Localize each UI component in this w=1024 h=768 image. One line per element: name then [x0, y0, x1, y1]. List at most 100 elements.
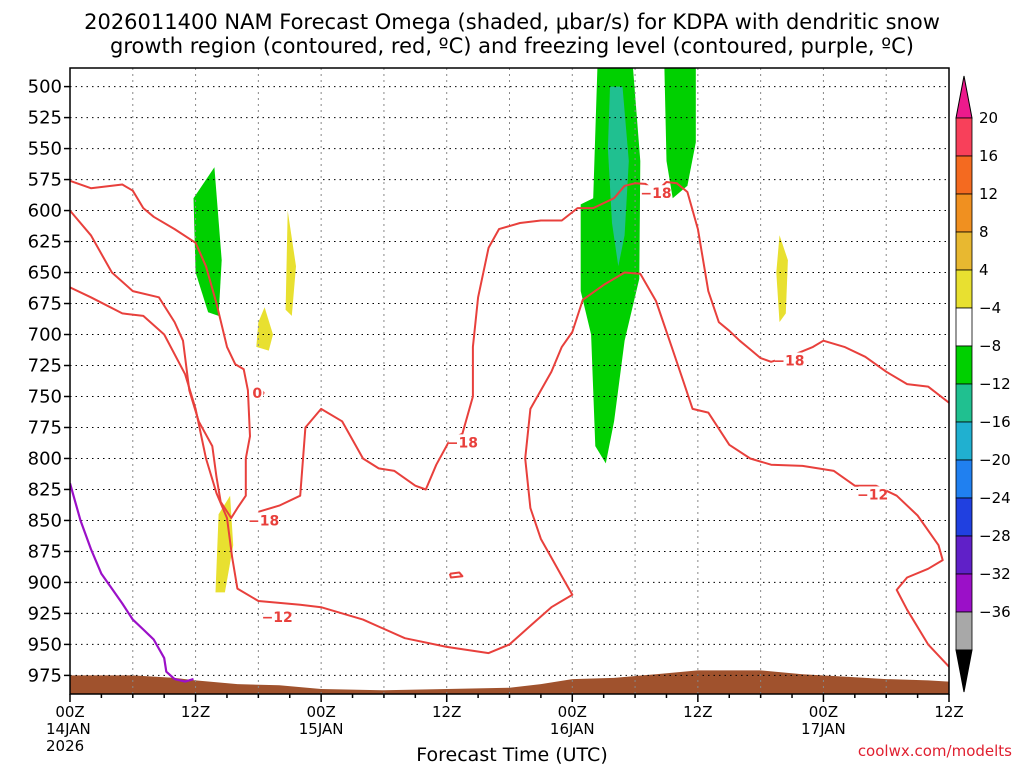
- contour-label-bg: [858, 486, 887, 502]
- contour-label: −18: [773, 354, 804, 370]
- colorbar-segment: [955, 345, 973, 385]
- y-axis-pressure: 500 525 550 575 600 625 650 675 700 725 750 775 800 8…: [28, 77, 70, 686]
- colorbar-segment: [955, 383, 973, 423]
- site-credit: coolwx.com/modelts: [857, 742, 1012, 760]
- contour-label-bg: [448, 434, 477, 450]
- colorbar-segment: [955, 155, 973, 195]
- y-tick-label: 500: [28, 77, 62, 98]
- contour-label: −18: [248, 513, 279, 529]
- y-tick-label: 850: [28, 510, 62, 531]
- contour-label-bg: [263, 609, 292, 625]
- omega-region: [285, 210, 296, 316]
- y-tick-label: 900: [28, 572, 62, 593]
- y-tick-label: 700: [28, 325, 62, 346]
- y-tick-label: 800: [28, 448, 62, 469]
- colorbar-label: −4: [979, 299, 1001, 317]
- colorbar-label: 8: [979, 223, 989, 241]
- colorbar-top-arrow: [955, 75, 973, 119]
- colorbar-label: 20: [979, 109, 998, 127]
- freezing-level-contour: [70, 483, 194, 683]
- omega-region: [215, 495, 234, 593]
- colorbar: 20 16 12 8 4 −4 −8 −12 −16 −20 −24 −28 −32 −36: [955, 75, 1011, 693]
- contour-label-bg: [249, 512, 278, 528]
- colorbar-label: −12: [979, 375, 1011, 393]
- colorbar-label: −28: [979, 527, 1011, 545]
- x-tick-label: 00Z: [306, 703, 335, 721]
- colorbar-segment: [955, 421, 973, 461]
- omega-shading: [193, 68, 788, 593]
- omega-region: [256, 307, 273, 351]
- dgz-contour-line: [70, 179, 251, 519]
- x-tick-label: 12Z: [683, 703, 712, 721]
- x-tick-label: 14JAN: [46, 720, 91, 738]
- x-tick-label: 17JAN: [801, 720, 846, 738]
- contour-label: −18: [447, 435, 478, 451]
- omega-region: [607, 86, 629, 267]
- colorbar-label: −8: [979, 337, 1001, 355]
- y-tick-label: 675: [28, 294, 62, 315]
- colorbar-label: 4: [979, 261, 989, 279]
- plot-area: −18 −18 −18 −18 −12 −12 0: [69, 67, 950, 695]
- colorbar-label: 12: [979, 185, 998, 203]
- colorbar-bottom-arrow: [955, 649, 973, 693]
- colorbar-segment: [955, 269, 973, 309]
- colorbar-segment: [955, 307, 973, 347]
- x-tick-label: 2026: [46, 737, 84, 755]
- y-tick-label: 525: [28, 108, 62, 129]
- y-tick-label: 875: [28, 541, 62, 562]
- colorbar-segment: [955, 573, 973, 613]
- chart-title-line-1: 2026011400 NAM Forecast Omega (shaded, μ…: [84, 10, 940, 34]
- x-tick-label: 00Z: [55, 703, 84, 721]
- contour-label: −12: [857, 487, 888, 503]
- colorbar-segment: [955, 117, 973, 157]
- contour-label-bg: [251, 384, 264, 400]
- dgz-contour-line: [448, 571, 464, 579]
- terrain-fill: [70, 670, 949, 694]
- x-tick-label: 16JAN: [550, 720, 595, 738]
- omega-region: [664, 68, 696, 199]
- freezing-level-line: [70, 483, 194, 683]
- colorbar-label: −20: [979, 451, 1011, 469]
- y-tick-label: 600: [28, 201, 62, 222]
- x-tick-label: 00Z: [809, 703, 838, 721]
- y-tick-label: 925: [28, 603, 62, 624]
- x-tick-label: 15JAN: [299, 720, 344, 738]
- colorbar-segment: [955, 497, 973, 537]
- y-tick-label: 650: [28, 263, 62, 284]
- contour-labels: −18 −18 −18 −18 −12 −12 0: [248, 185, 888, 626]
- colorbar-label: −16: [979, 413, 1011, 431]
- y-tick-label: 625: [28, 232, 62, 253]
- terrain-layer: [70, 670, 949, 694]
- x-tick-label: 00Z: [558, 703, 587, 721]
- contour-label: −12: [262, 610, 293, 626]
- y-tick-label: 725: [28, 356, 62, 377]
- x-axis-title: Forecast Time (UTC): [416, 744, 608, 766]
- y-tick-label: 775: [28, 417, 62, 438]
- x-tick-label: 12Z: [934, 703, 963, 721]
- x-tick-label: 12Z: [181, 703, 210, 721]
- contour-label: −18: [640, 186, 671, 202]
- y-tick-label: 975: [28, 665, 62, 686]
- y-tick-label: 550: [28, 139, 62, 160]
- colorbar-label: 16: [979, 147, 998, 165]
- contour-label: 0: [252, 386, 262, 402]
- colorbar-segment: [955, 611, 973, 651]
- grid-lines: [70, 68, 949, 694]
- colorbar-segment: [955, 459, 973, 499]
- y-tick-label: 575: [28, 170, 62, 191]
- chart-title-line-2: growth region (contoured, red, ºC) and f…: [110, 34, 914, 58]
- x-tick-label: 12Z: [432, 703, 461, 721]
- y-tick-label: 750: [28, 386, 62, 407]
- colorbar-segment: [955, 231, 973, 271]
- colorbar-segment: [955, 193, 973, 233]
- colorbar-label: −36: [979, 603, 1011, 621]
- colorbar-label: −32: [979, 565, 1011, 583]
- contour-label-bg: [774, 352, 803, 368]
- contour-label-bg: [642, 185, 670, 201]
- colorbar-segment: [955, 535, 973, 575]
- colorbar-label: −24: [979, 489, 1011, 507]
- y-tick-label: 950: [28, 634, 62, 655]
- y-tick-label: 825: [28, 479, 62, 500]
- omega-region: [776, 235, 788, 323]
